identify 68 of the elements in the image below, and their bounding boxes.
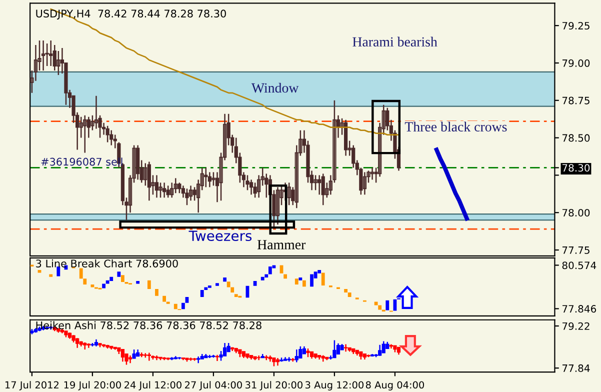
bar	[106, 280, 110, 284]
bar	[155, 289, 158, 296]
y-tick-label: 79.22	[562, 322, 590, 330]
x-tick-label: 17 Jul 2012	[5, 381, 58, 390]
annotation: Hammer	[257, 240, 306, 250]
bar	[260, 276, 264, 280]
bar	[79, 268, 83, 279]
bar	[90, 284, 94, 288]
chart-title: 3 Line Break Chart 78.6900	[36, 259, 178, 268]
bar	[284, 274, 287, 279]
line-series	[434, 148, 469, 221]
y-tick-label: 79.00	[562, 59, 590, 67]
bar	[264, 274, 268, 278]
x-tick-label: 31 Jul 20:00	[246, 381, 302, 390]
bar	[230, 287, 234, 293]
bar	[216, 283, 219, 286]
x-tick-label: 3 Aug 12:00	[306, 381, 364, 390]
bar	[136, 281, 140, 284]
candlestick	[370, 353, 374, 358]
y-tick-label: 77.75	[562, 246, 590, 254]
bar	[200, 290, 204, 297]
bar	[268, 266, 272, 274]
bar	[38, 270, 42, 273]
bar	[253, 281, 257, 286]
bar	[120, 275, 124, 282]
x-tick-label: 27 Jul 04:00	[185, 381, 242, 390]
bar	[162, 296, 166, 302]
bar	[374, 302, 378, 306]
bar	[49, 274, 53, 277]
y-tick-label: 78.50	[562, 134, 590, 142]
x-tick-label: 8 Aug 04:00	[366, 381, 424, 390]
bar	[386, 300, 390, 310]
y-tick-label: 77.846	[562, 305, 596, 313]
bar	[110, 276, 114, 282]
y-tick-label: 79.25	[562, 22, 590, 30]
annotation: Tweezers	[188, 230, 252, 242]
bar	[234, 294, 238, 297]
bar	[302, 280, 306, 287]
y-tick-label: 77.84	[562, 364, 590, 372]
y-tick-label: 78.00	[562, 208, 590, 217]
bar	[102, 284, 106, 288]
bar	[83, 278, 87, 285]
y-tick-label: 80.574	[562, 262, 596, 270]
bar	[147, 280, 151, 290]
bar	[348, 292, 352, 297]
bar	[344, 289, 348, 293]
bar	[321, 272, 325, 286]
annotation: Harami bearish	[352, 36, 438, 47]
bar	[56, 266, 60, 276]
y-tick-label: 78.30	[562, 164, 590, 172]
bar	[310, 274, 314, 287]
bar	[298, 278, 302, 280]
chart-title: Heiken Ashi 78.52 78.36 78.36 78.52 78.28	[36, 321, 262, 330]
bar	[185, 296, 189, 303]
bar	[117, 272, 121, 277]
bar	[294, 278, 298, 285]
bar	[226, 282, 230, 288]
x-tick-label: 24 Jul 12:00	[124, 381, 182, 390]
band-label: Window	[251, 82, 299, 93]
bar	[204, 287, 208, 290]
candlestick	[132, 348, 136, 360]
bar	[223, 278, 226, 282]
bar	[174, 304, 178, 310]
bar	[181, 302, 185, 310]
bar	[378, 305, 382, 310]
annotation: Three black crows	[404, 122, 507, 132]
y-tick-label: 78.75	[562, 96, 590, 104]
x-tick-label: 19 Jul 20:00	[64, 381, 121, 390]
